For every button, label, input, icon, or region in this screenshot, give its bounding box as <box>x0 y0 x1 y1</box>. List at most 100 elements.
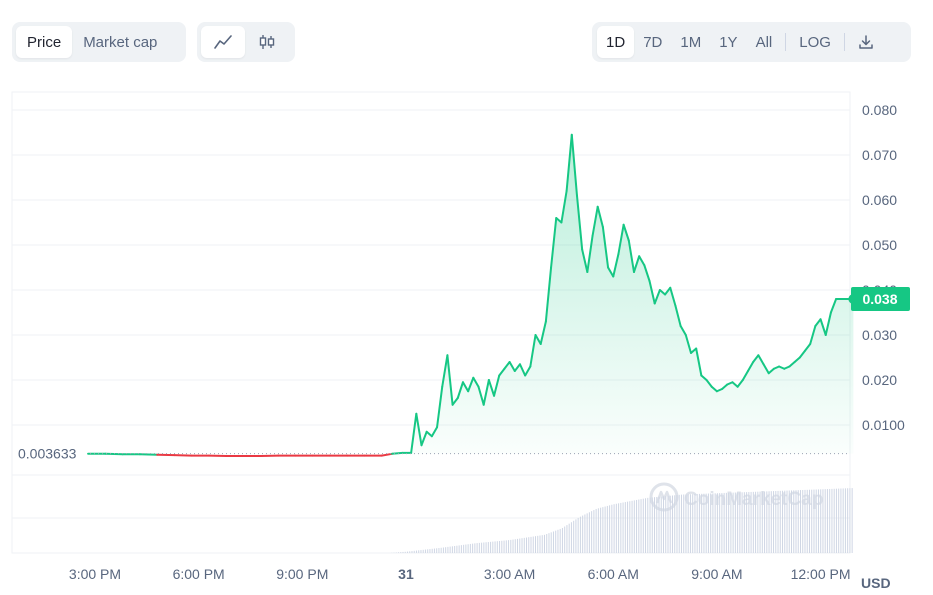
tab-market-cap[interactable]: Market cap <box>83 33 158 51</box>
range-7d-button[interactable]: 7D <box>643 33 663 51</box>
volume-bar <box>757 491 759 553</box>
candlestick-icon <box>259 35 275 49</box>
x-tick-label: 12:00 PM <box>791 566 851 582</box>
volume-bar <box>611 504 613 553</box>
y-tick-label: 0.050 <box>862 237 897 253</box>
x-tick-label: 3:00 AM <box>484 566 535 582</box>
volume-bar <box>817 489 819 553</box>
price-line-segment <box>664 286 672 296</box>
volume-bar <box>573 520 575 553</box>
price-line-segment <box>700 374 708 381</box>
volume-bar <box>577 517 579 553</box>
volume-bar <box>629 501 631 553</box>
volume-bar <box>739 492 741 553</box>
volume-bar <box>456 545 458 553</box>
range-all-button[interactable]: All <box>755 33 773 51</box>
volume-bar <box>463 544 465 553</box>
volume-bar <box>687 494 689 553</box>
volume-bar <box>721 493 723 553</box>
volume-bar <box>746 492 748 553</box>
toolbar-divider <box>785 33 787 51</box>
price-line-segment <box>581 248 589 273</box>
volume-bar <box>541 535 543 553</box>
volume-bar <box>597 508 599 553</box>
volume-bar <box>449 546 451 553</box>
price-line-segment <box>586 235 594 273</box>
volume-bar <box>714 493 716 553</box>
volume-bar <box>734 492 736 553</box>
volume-bar <box>797 490 799 553</box>
volume-bar <box>481 542 483 553</box>
volume-bar <box>647 497 649 553</box>
price-line-segment <box>436 385 444 429</box>
volume-bar <box>517 538 519 553</box>
volume-bar <box>496 541 498 553</box>
tab-price[interactable]: Price <box>16 26 73 58</box>
volume-bar <box>505 540 507 553</box>
volume-bar <box>694 494 696 553</box>
volume-bar <box>476 543 478 553</box>
download-button[interactable] <box>849 26 883 58</box>
volume-bar <box>508 540 510 553</box>
volume-bar <box>748 492 750 553</box>
volume-bar <box>442 547 444 553</box>
price-line-segment <box>824 311 832 336</box>
candlestick-chart-button[interactable] <box>245 26 289 58</box>
volume-bar <box>786 490 788 553</box>
volume-bar <box>826 489 828 553</box>
volume-bar <box>418 550 420 553</box>
volume-bar <box>782 490 784 553</box>
volume-bar <box>433 548 435 553</box>
price-line-segment <box>658 289 667 296</box>
volume-bar <box>465 544 467 553</box>
price-line-segment <box>518 363 527 377</box>
volume-bar <box>833 488 835 553</box>
volume-bar <box>640 499 642 553</box>
volume-bar <box>773 491 775 553</box>
volume-bar <box>582 515 584 553</box>
volume-bar <box>570 522 572 553</box>
range-1y-button[interactable]: 1Y <box>719 33 738 51</box>
volume-bar <box>404 551 406 553</box>
x-tick-label: 3:00 PM <box>69 566 121 582</box>
volume-bar <box>636 499 638 553</box>
volume-bar <box>741 492 743 553</box>
volume-bar <box>631 500 633 553</box>
chart-frame <box>11 91 851 554</box>
range-1m-button[interactable]: 1M <box>680 33 702 51</box>
volume-bar <box>440 547 442 553</box>
volume-bar <box>656 496 658 553</box>
volume-bar <box>492 541 494 553</box>
volume-bar <box>689 494 691 553</box>
volume-bar <box>788 490 790 553</box>
volume-bar <box>593 510 595 553</box>
volume-bar <box>454 546 456 553</box>
volume-bar <box>725 492 727 553</box>
volume-bar <box>793 490 795 553</box>
price-line-segment <box>674 304 682 327</box>
volume-bar <box>523 537 525 553</box>
volume-bar <box>539 535 541 553</box>
price-line-segment <box>467 376 475 393</box>
volume-bar <box>791 490 793 553</box>
price-line-segment <box>612 253 620 278</box>
volume-bar <box>777 490 779 553</box>
volume-bar <box>822 489 824 553</box>
line-chart-button[interactable] <box>201 26 245 58</box>
price-line-segment <box>746 361 755 372</box>
volume-bar <box>808 489 810 553</box>
price-line-segment <box>736 379 744 388</box>
range-1d-button[interactable]: 1D <box>597 26 635 58</box>
volume-bar <box>831 488 833 553</box>
volume-bar <box>409 551 411 553</box>
log-scale-button[interactable]: LOG <box>799 33 831 51</box>
volume-bar <box>458 545 460 553</box>
volume-bar <box>732 492 734 553</box>
volume-bar <box>510 539 512 553</box>
price-line-segment <box>544 266 553 323</box>
volume-bar <box>696 493 698 553</box>
volume-bar <box>490 541 492 553</box>
volume-bar <box>400 552 402 553</box>
volume-bar <box>674 495 676 553</box>
